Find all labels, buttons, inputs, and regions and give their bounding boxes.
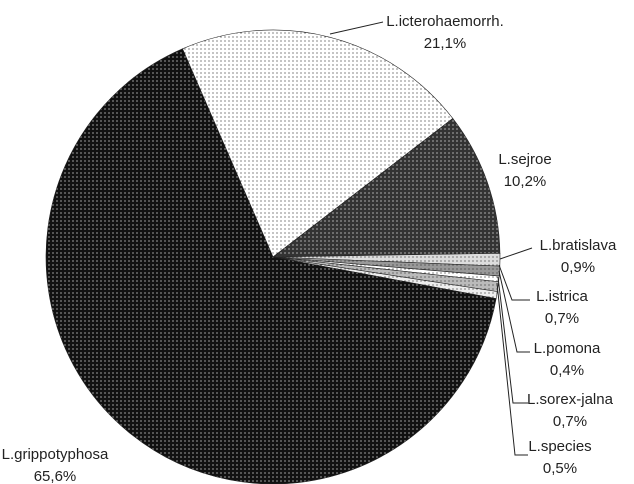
value-label: 10,2% [504,173,547,190]
leader-line [496,282,528,456]
pie-slice [272,118,501,258]
leader-line [498,264,530,301]
leader-line [329,21,384,35]
slice-label: L.pomona [534,340,601,357]
pie-slice [45,48,497,484]
value-label: 0,7% [545,310,579,327]
slice-label: L.istrica [536,288,588,305]
slice-label: L.species [528,438,591,455]
leader-line [497,276,528,404]
slice-label: L.bratislava [540,237,617,254]
slice-label: L.sejroe [498,151,551,168]
value-label: 21,1% [424,35,467,52]
slice-label: L.grippotyphosa [2,446,109,463]
slice-label: L.icterohaemorrh. [386,13,504,30]
leader-line [499,247,533,260]
leader-line [498,270,530,353]
value-label: 65,6% [34,468,77,484]
value-label: 0,5% [543,460,577,477]
slice-label: L.sorex-jalna [527,391,614,408]
value-label: 0,4% [550,362,584,379]
value-label: 0,9% [561,259,595,276]
pie-slice [182,29,454,258]
value-label: 0,7% [553,413,587,430]
